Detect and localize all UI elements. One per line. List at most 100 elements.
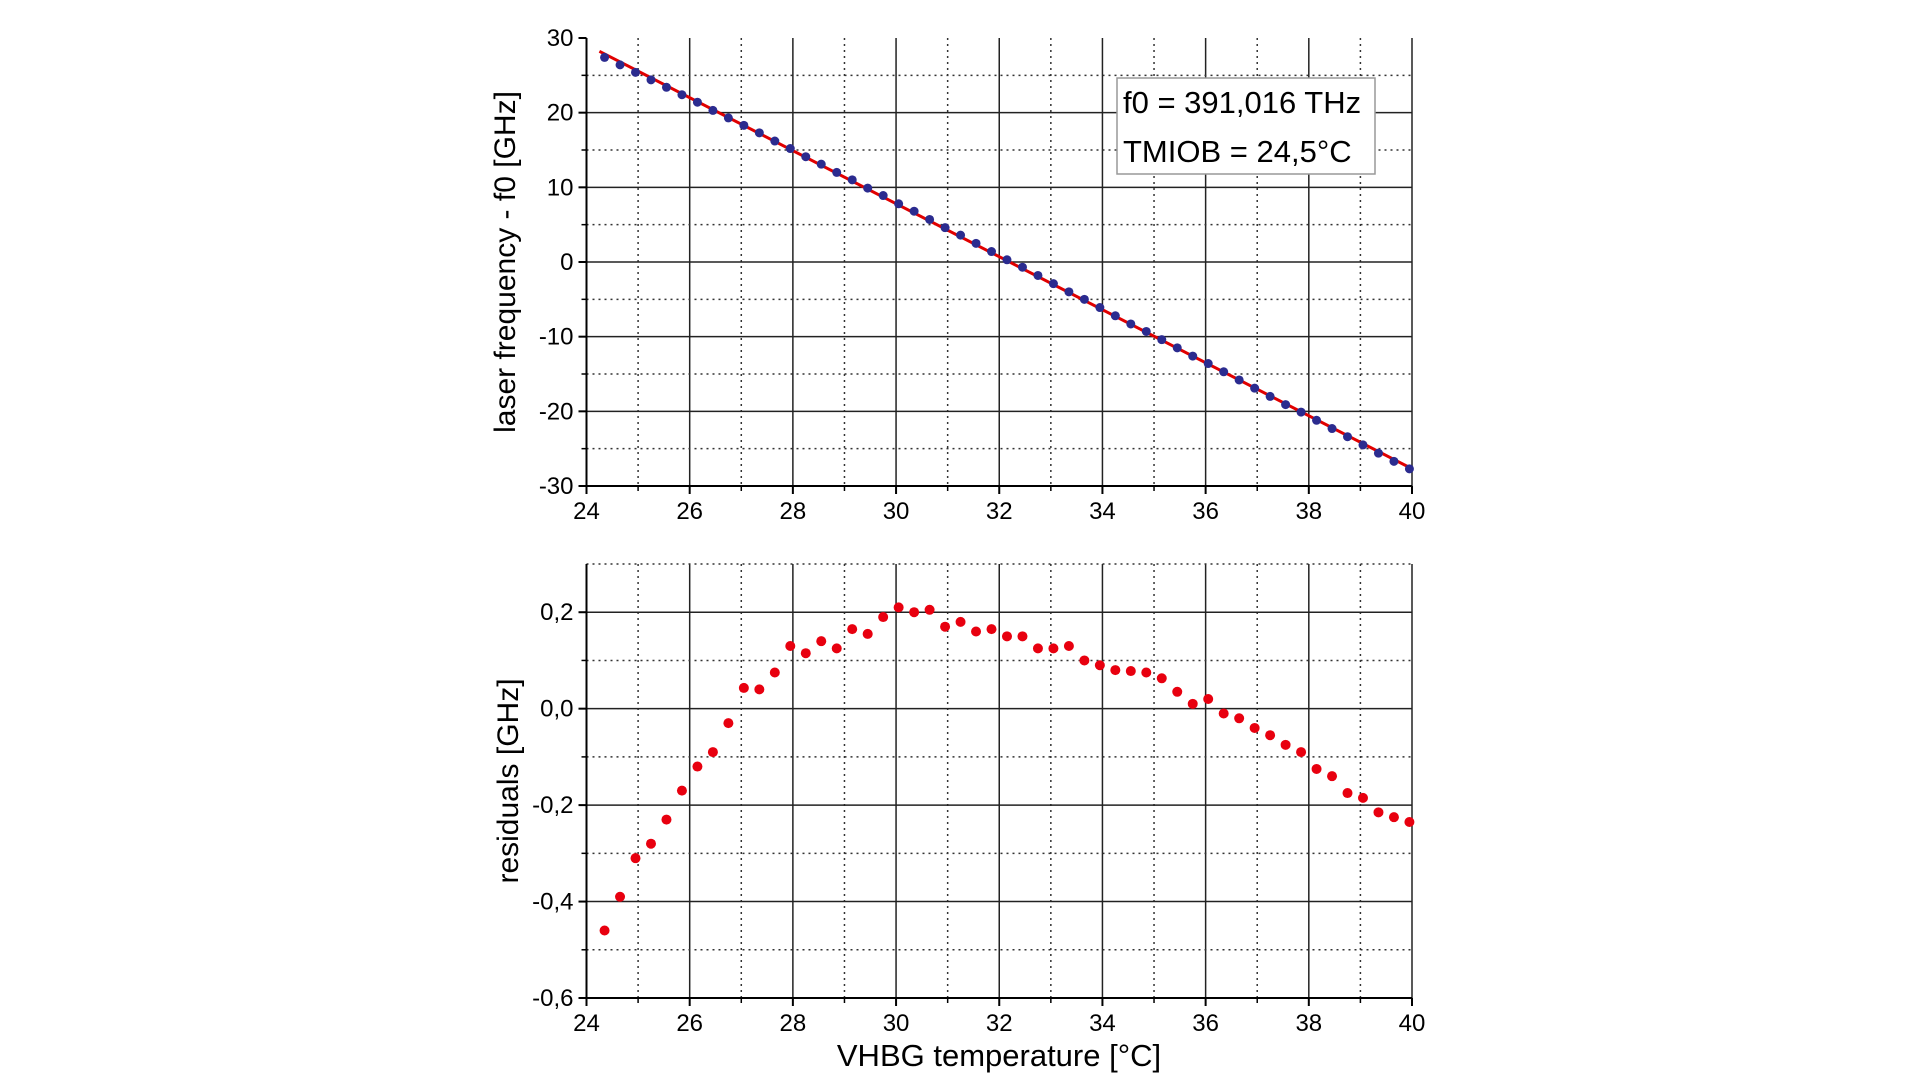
x-tick-label: 36 — [1192, 498, 1219, 525]
x-tick-label: 38 — [1295, 498, 1322, 525]
y-tick-label: 10 — [547, 174, 574, 201]
data-point — [692, 97, 702, 107]
x-tick-label: 26 — [676, 1010, 703, 1037]
y-tick-label: 0 — [560, 249, 573, 276]
data-point — [677, 90, 687, 100]
y-tick-label: 30 — [547, 25, 574, 52]
data-point — [909, 206, 919, 216]
data-point — [801, 152, 811, 162]
data-point — [676, 785, 687, 796]
data-point — [1203, 694, 1214, 705]
data-point — [708, 105, 718, 115]
data-point — [971, 626, 982, 637]
data-point — [1250, 383, 1260, 393]
data-point — [615, 891, 626, 902]
frequency-plot: 24 26 28 30 32 34 36 38 40 30 20 10 0 -10 -20 -30 — [539, 25, 1426, 525]
x-tick-label: 32 — [986, 1010, 1013, 1037]
data-point — [1002, 255, 1012, 265]
data-point — [832, 167, 842, 177]
data-point — [925, 214, 935, 224]
y-tick-label: 0,2 — [540, 599, 573, 626]
data-point — [1373, 807, 1384, 818]
data-point — [1404, 464, 1414, 474]
data-point — [754, 684, 765, 695]
data-point — [1280, 739, 1291, 750]
data-point — [924, 604, 935, 615]
data-point — [785, 640, 796, 651]
data-point — [1188, 351, 1198, 361]
y-tick-label: -10 — [539, 324, 574, 351]
data-point — [831, 643, 842, 654]
x-tick-label: 24 — [573, 1010, 600, 1037]
data-point — [1017, 631, 1028, 642]
data-point — [1063, 640, 1074, 651]
data-point — [1079, 294, 1089, 304]
data-point — [1296, 407, 1306, 417]
data-point — [955, 616, 966, 627]
x-axis-label: VHBG temperature [°C] — [837, 1038, 1161, 1073]
data-point — [1404, 816, 1415, 827]
data-point — [816, 636, 827, 647]
data-point — [645, 838, 656, 849]
data-point — [615, 60, 625, 70]
data-point — [1126, 319, 1136, 329]
data-point — [1218, 708, 1229, 719]
annotation-line-2: TMIOB = 24,5°C — [1123, 134, 1352, 169]
data-point — [1079, 655, 1090, 666]
bottom-y-axis-label: residuals [GHz] — [492, 678, 525, 883]
residuals-plot: 24 26 28 30 32 34 36 38 40 0,2 0,0 -0,2 -0,4 -0,6 — [532, 563, 1426, 1037]
data-point — [1048, 279, 1058, 289]
data-point — [1311, 763, 1322, 774]
data-point — [1048, 643, 1059, 654]
data-point — [1110, 665, 1121, 676]
data-point — [956, 230, 966, 240]
x-tick-label: 24 — [573, 498, 600, 525]
data-point — [847, 175, 857, 185]
y-tick-label: -0,2 — [532, 792, 573, 819]
x-tick-label: 38 — [1295, 1010, 1322, 1037]
data-point — [1064, 287, 1074, 297]
data-point — [631, 67, 641, 77]
data-point — [893, 602, 904, 613]
data-point — [1157, 335, 1167, 345]
data-point — [1342, 788, 1353, 799]
data-point — [692, 761, 703, 772]
data-point — [1343, 432, 1353, 442]
data-point — [1389, 456, 1399, 466]
data-point — [862, 628, 873, 639]
data-point — [599, 925, 610, 936]
data-point — [1032, 643, 1043, 654]
data-point — [661, 814, 672, 825]
top-y-axis-label: laser frequency - f0 [GHz] — [489, 91, 522, 433]
data-point — [661, 82, 671, 92]
y-tick-label: -0,6 — [532, 985, 573, 1012]
x-tick-label: 30 — [883, 1010, 910, 1037]
data-point — [800, 648, 811, 659]
data-point — [878, 191, 888, 201]
x-tick-label: 32 — [986, 498, 1013, 525]
x-tick-label: 40 — [1399, 498, 1426, 525]
data-point — [1125, 666, 1136, 677]
data-point — [1373, 448, 1383, 458]
data-point — [1388, 812, 1399, 823]
data-point — [1187, 698, 1198, 709]
x-tick-label: 40 — [1399, 1010, 1426, 1037]
y-tick-label: -20 — [539, 398, 574, 425]
data-point — [630, 853, 641, 864]
data-point — [1265, 730, 1276, 741]
data-point — [723, 113, 733, 123]
data-point — [971, 238, 981, 248]
y-tick-label: -30 — [539, 473, 574, 500]
annotation-box: f0 = 391,016 THz TMIOB = 24,5°C — [1116, 77, 1376, 175]
x-tick-label: 36 — [1192, 1010, 1219, 1037]
data-point — [1358, 440, 1368, 450]
data-point — [646, 75, 656, 85]
data-point — [847, 624, 858, 635]
data-point — [894, 199, 904, 209]
data-point — [600, 52, 610, 62]
y-tick-label: 0,0 — [540, 696, 573, 723]
x-tick-label: 26 — [676, 498, 703, 525]
data-point — [940, 223, 950, 233]
data-point — [1017, 262, 1027, 272]
